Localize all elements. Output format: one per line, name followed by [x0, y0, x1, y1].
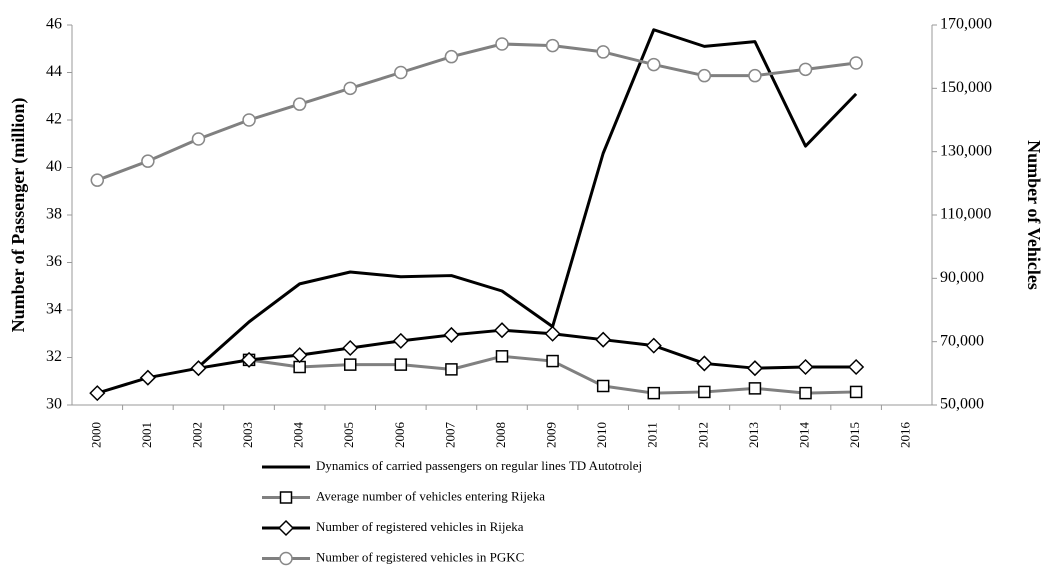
x-tick-label: 2015: [847, 422, 862, 448]
y2-tick-label: 170,000: [940, 16, 992, 33]
point: [444, 49, 459, 64]
x-tick-label: 2010: [594, 422, 609, 448]
point: [292, 97, 307, 111]
point: [394, 358, 408, 371]
y-tick-label: 30: [46, 396, 62, 413]
x-tick-label: 2004: [291, 422, 306, 449]
legend-label: Number of registered vehicles in Rijeka: [316, 519, 524, 534]
point: [493, 322, 511, 339]
point: [697, 68, 712, 83]
x-tick-label: 2014: [797, 422, 812, 449]
legend-label: Dynamics of carried passengers on regula…: [316, 458, 642, 473]
y-tick-label: 40: [46, 158, 62, 175]
x-tick-label: 2016: [898, 422, 913, 449]
legend-label: Number of registered vehicles in PGKC: [316, 549, 524, 564]
x-tick-label: 2005: [341, 422, 356, 448]
point: [90, 173, 105, 187]
point: [392, 332, 409, 349]
point: [647, 57, 661, 72]
x-tick-label: 2011: [645, 422, 660, 448]
x-tick-label: 2012: [695, 422, 710, 448]
y-tick-label: 34: [46, 301, 62, 318]
point: [746, 360, 764, 377]
x-tick-label: 2006: [392, 422, 407, 449]
series-line: [96, 42, 857, 182]
point: [291, 347, 308, 364]
y2-tick-label: 70,000: [940, 332, 984, 349]
point: [394, 65, 408, 80]
point: [748, 382, 762, 395]
point: [799, 386, 812, 400]
point: [849, 385, 863, 399]
point: [546, 354, 559, 368]
x-tick-label: 2000: [88, 422, 103, 448]
point: [544, 325, 561, 342]
y2-tick-label: 110,000: [940, 206, 991, 223]
y-tick-label: 46: [46, 16, 62, 33]
point: [748, 68, 762, 83]
point: [89, 385, 106, 402]
point: [343, 81, 357, 96]
x-tick-label: 2008: [493, 422, 508, 448]
y-tick-label: 44: [46, 63, 62, 80]
y-tick-label: 32: [46, 348, 62, 365]
point: [596, 379, 610, 393]
y-tick-label: 38: [46, 206, 62, 223]
point: [545, 38, 560, 53]
y2-tick-label: 130,000: [940, 142, 992, 159]
point: [495, 350, 509, 363]
y2-axis-title: Number of Vehicles: [1024, 140, 1044, 290]
point: [495, 37, 509, 51]
point: [645, 337, 662, 354]
point: [696, 355, 713, 372]
series-line: [197, 28, 858, 369]
y-tick-label: 42: [46, 111, 62, 128]
point: [191, 132, 206, 146]
point: [596, 45, 610, 59]
x-tick-label: 2007: [442, 422, 457, 449]
point: [139, 369, 156, 386]
point: [445, 363, 458, 376]
x-tick-label: 2009: [544, 422, 559, 448]
point: [798, 62, 813, 77]
x-tick-label: 2002: [189, 422, 204, 448]
x-tick-label: 2003: [240, 422, 255, 448]
point: [342, 339, 359, 357]
legend-label: Average number of vehicles entering Rije…: [316, 488, 545, 503]
point: [647, 386, 661, 400]
point: [849, 56, 863, 70]
y2-tick-label: 150,000: [940, 79, 992, 96]
y2-tick-label: 50,000: [940, 396, 984, 413]
point: [848, 358, 865, 376]
point: [797, 358, 814, 376]
y-tick-label: 36: [46, 253, 62, 270]
point: [190, 360, 207, 377]
point: [141, 154, 155, 168]
point: [595, 331, 612, 348]
point: [343, 358, 357, 371]
y2-tick-label: 90,000: [940, 269, 984, 286]
point: [242, 113, 256, 127]
legend-marker: [279, 491, 293, 504]
point: [240, 351, 258, 368]
legend-marker: [279, 551, 293, 566]
y-axis-title: Number of Passenger (million): [8, 98, 29, 333]
legend-marker: [277, 519, 295, 537]
series-line: [96, 328, 857, 395]
point: [443, 326, 460, 343]
point: [698, 385, 711, 399]
x-tick-label: 2013: [746, 422, 761, 448]
x-tick-label: 2001: [139, 422, 154, 448]
